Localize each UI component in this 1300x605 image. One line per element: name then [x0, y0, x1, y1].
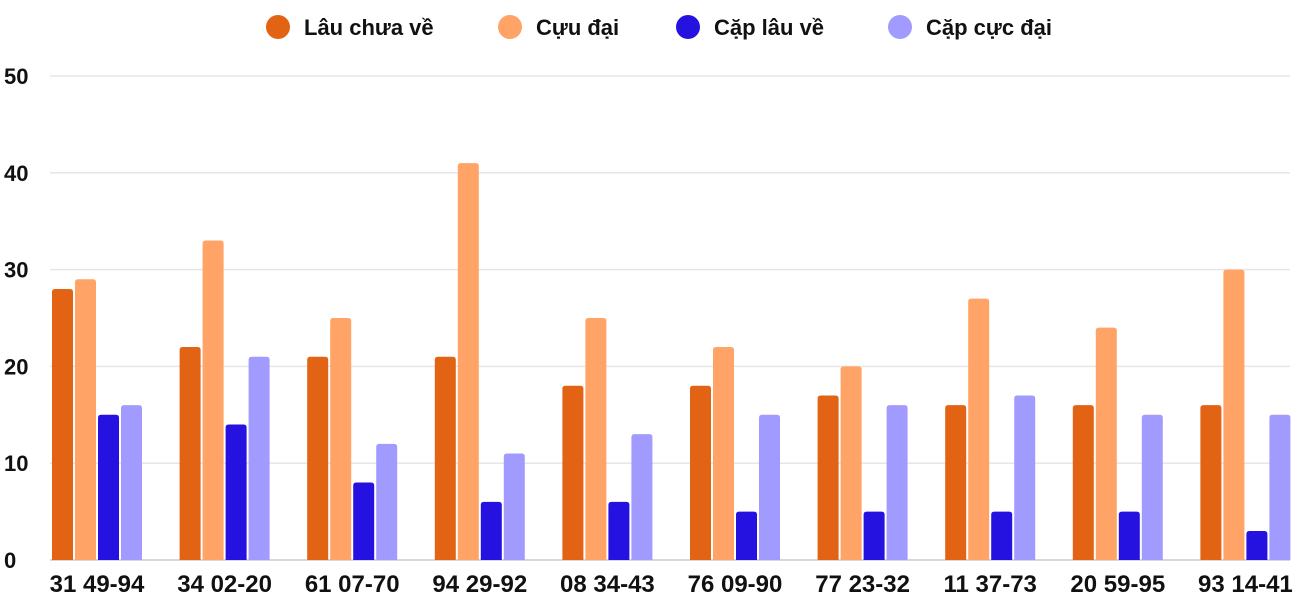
x-tick-label: 61 07-70	[305, 571, 400, 598]
bar	[179, 347, 201, 560]
y-tick-label: 0	[4, 548, 16, 573]
legend-label: Lâu chưa về	[304, 15, 434, 40]
bar	[1095, 327, 1117, 560]
bar	[585, 318, 607, 560]
bar	[307, 356, 329, 560]
legend-marker	[266, 15, 290, 39]
x-tick-label: 08 34-43	[560, 571, 655, 598]
bar	[817, 395, 839, 560]
bar	[457, 163, 479, 560]
y-tick-label: 50	[4, 64, 28, 89]
bar	[1223, 269, 1245, 560]
bar	[98, 414, 119, 560]
x-tick-label: 34 02-20	[177, 571, 272, 598]
legend-marker	[498, 15, 522, 39]
bar	[562, 385, 584, 560]
bar	[52, 288, 73, 560]
bar	[225, 424, 247, 560]
legend-marker	[888, 15, 912, 39]
x-tick-label: 93 14-41	[1198, 571, 1293, 598]
bar	[1200, 405, 1222, 560]
bar	[480, 501, 502, 560]
y-tick-label: 20	[4, 354, 28, 379]
x-tick-label: 20 59-95	[1070, 571, 1165, 598]
bar	[713, 347, 734, 560]
bar	[991, 511, 1013, 560]
bar	[376, 443, 398, 560]
bars	[52, 163, 1291, 560]
x-tick-label: 31 49-94	[50, 571, 145, 598]
bar	[863, 511, 885, 560]
bar	[1246, 530, 1268, 560]
bar	[759, 414, 780, 560]
x-tick-label: 11 37-73	[943, 571, 1036, 598]
bar	[1118, 511, 1140, 560]
grid: 0 10 20 30 40 50	[4, 64, 1290, 573]
x-tick-label: 76 09-90	[688, 571, 783, 598]
bar	[886, 405, 908, 560]
bar	[248, 356, 270, 560]
bar	[202, 240, 224, 560]
bar	[945, 405, 967, 560]
x-tick-label: 94 29-92	[432, 571, 527, 598]
bar	[631, 434, 653, 560]
bar	[736, 511, 757, 560]
bar	[1269, 414, 1291, 560]
bar	[968, 298, 990, 560]
legend-marker	[676, 15, 700, 39]
bar	[503, 453, 525, 560]
bar	[121, 405, 142, 560]
bar	[840, 366, 862, 560]
bar	[1014, 395, 1036, 560]
bar	[434, 356, 456, 560]
y-tick-label: 30	[4, 258, 28, 283]
x-tick-label: 77 23-32	[815, 571, 910, 598]
legend-label: Cựu đại	[536, 15, 619, 40]
bar	[353, 482, 375, 560]
bar	[75, 279, 96, 560]
y-tick-label: 10	[4, 451, 28, 476]
bar	[1141, 414, 1163, 560]
bar	[608, 501, 630, 560]
legend-label: Cặp lâu về	[714, 15, 824, 40]
bar	[690, 385, 711, 560]
y-tick-label: 40	[4, 161, 28, 186]
legend: Lâu chưa về Cựu đại Cặp lâu về Cặp cực đại	[266, 15, 1052, 40]
legend-label: Cặp cực đại	[926, 15, 1052, 40]
bar	[1072, 405, 1094, 560]
x-axis-labels: 31 49-94 34 02-20 61 07-70 94 29-92 08 34-43…	[50, 571, 1293, 598]
bar	[330, 318, 352, 560]
